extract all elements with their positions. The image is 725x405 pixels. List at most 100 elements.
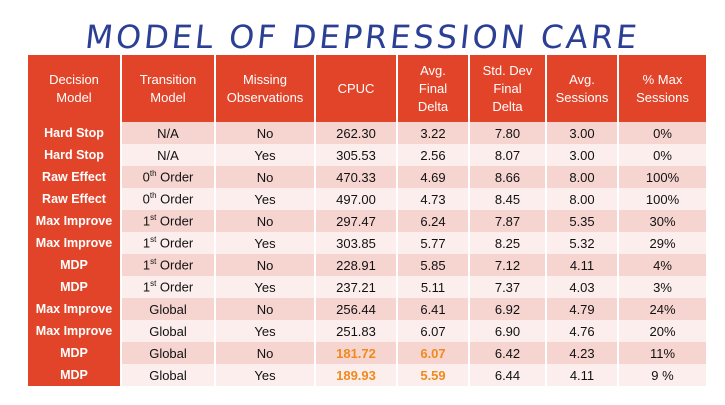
cell-cpuc: 256.44 — [316, 298, 396, 320]
cell-transition-model: 0th Order — [122, 166, 214, 188]
cell-avg-sessions: 4.03 — [547, 276, 617, 298]
cell-avg-sessions: 4.11 — [547, 364, 617, 386]
cell-std-dev-final-delta: 8.45 — [470, 188, 545, 210]
cell-avg-sessions: 8.00 — [547, 166, 617, 188]
cell-avg-final-delta: 4.73 — [398, 188, 468, 210]
cell-avg-final-delta: 5.85 — [398, 254, 468, 276]
cell-cpuc: 181.72 — [316, 342, 396, 364]
cell-pct-max-sessions: 4% — [619, 254, 706, 276]
table-row: Max Improve Global Yes 251.83 6.07 6.90 4.76 20… — [28, 320, 706, 342]
cell-avg-sessions: 4.79 — [547, 298, 617, 320]
cell-missing-observations: No — [216, 166, 314, 188]
cell-decision-model: Max Improve — [28, 320, 120, 342]
cell-avg-final-delta: 4.69 — [398, 166, 468, 188]
cell-pct-max-sessions: 0% — [619, 122, 706, 144]
cell-std-dev-final-delta: 6.42 — [470, 342, 545, 364]
cell-std-dev-final-delta: 6.44 — [470, 364, 545, 386]
table-row: Raw Effect 0th Order Yes 497.00 4.73 8.45 8.00… — [28, 188, 706, 210]
col-header-std-dev-final-delta: Std. Dev Final Delta — [470, 55, 545, 122]
cell-decision-model: MDP — [28, 254, 120, 276]
cell-pct-max-sessions: 29% — [619, 232, 706, 254]
table-row: Raw Effect 0th Order No 470.33 4.69 8.66 8.00 1… — [28, 166, 706, 188]
col-header-pct-max-sessions: % Max Sessions — [619, 55, 706, 122]
cell-pct-max-sessions: 100% — [619, 166, 706, 188]
cell-pct-max-sessions: 9 % — [619, 364, 706, 386]
cell-missing-observations: Yes — [216, 364, 314, 386]
cell-decision-model: Max Improve — [28, 210, 120, 232]
cell-std-dev-final-delta: 8.25 — [470, 232, 545, 254]
table-row: Hard Stop N/A Yes 305.53 2.56 8.07 3.00 0% — [28, 144, 706, 166]
cell-pct-max-sessions: 20% — [619, 320, 706, 342]
cell-missing-observations: No — [216, 210, 314, 232]
cell-avg-final-delta: 6.07 — [398, 342, 468, 364]
col-header-avg-sessions: Avg. Sessions — [547, 55, 617, 122]
cell-decision-model: Raw Effect — [28, 166, 120, 188]
col-header-decision-model: Decision Model — [28, 55, 120, 122]
cell-std-dev-final-delta: 7.80 — [470, 122, 545, 144]
cell-missing-observations: No — [216, 254, 314, 276]
cell-avg-final-delta: 2.56 — [398, 144, 468, 166]
cell-std-dev-final-delta: 6.92 — [470, 298, 545, 320]
cell-decision-model: Hard Stop — [28, 122, 120, 144]
cell-transition-model: 0th Order — [122, 188, 214, 210]
cell-pct-max-sessions: 0% — [619, 144, 706, 166]
cell-transition-model: 1st Order — [122, 276, 214, 298]
cell-pct-max-sessions: 30% — [619, 210, 706, 232]
header-row: Decision Model Transition Model Missing Obs… — [28, 55, 706, 122]
cell-avg-final-delta: 6.24 — [398, 210, 468, 232]
cell-decision-model: MDP — [28, 364, 120, 386]
cell-missing-observations: Yes — [216, 232, 314, 254]
results-table: Decision Model Transition Model Missing Obs… — [26, 55, 708, 386]
cell-transition-model: 1st Order — [122, 254, 214, 276]
col-header-avg-final-delta: Avg. Final Delta — [398, 55, 468, 122]
cell-cpuc: 262.30 — [316, 122, 396, 144]
cell-std-dev-final-delta: 8.66 — [470, 166, 545, 188]
table-row: Hard Stop N/A No 262.30 3.22 7.80 3.00 0% — [28, 122, 706, 144]
cell-avg-sessions: 5.35 — [547, 210, 617, 232]
cell-transition-model: Global — [122, 298, 214, 320]
cell-transition-model: N/A — [122, 144, 214, 166]
cell-std-dev-final-delta: 7.87 — [470, 210, 545, 232]
cell-cpuc: 297.47 — [316, 210, 396, 232]
cell-transition-model: 1st Order — [122, 210, 214, 232]
cell-decision-model: MDP — [28, 276, 120, 298]
cell-missing-observations: Yes — [216, 188, 314, 210]
cell-avg-final-delta: 3.22 — [398, 122, 468, 144]
cell-avg-final-delta: 6.07 — [398, 320, 468, 342]
table-row: Max Improve 1st Order Yes 303.85 5.77 8.25 5.3… — [28, 232, 706, 254]
cell-avg-sessions: 3.00 — [547, 122, 617, 144]
cell-std-dev-final-delta: 8.07 — [470, 144, 545, 166]
table-row: MDP 1st Order Yes 237.21 5.11 7.37 4.03 3% — [28, 276, 706, 298]
cell-avg-final-delta: 5.11 — [398, 276, 468, 298]
cell-cpuc: 470.33 — [316, 166, 396, 188]
cell-std-dev-final-delta: 7.12 — [470, 254, 545, 276]
page-title: MODEL OF DEPRESSION CARE — [83, 18, 642, 56]
table-row: Max Improve 1st Order No 297.47 6.24 7.87 5.35… — [28, 210, 706, 232]
cell-missing-observations: No — [216, 298, 314, 320]
cell-std-dev-final-delta: 6.90 — [470, 320, 545, 342]
cell-std-dev-final-delta: 7.37 — [470, 276, 545, 298]
cell-avg-sessions: 4.76 — [547, 320, 617, 342]
cell-avg-sessions: 5.32 — [547, 232, 617, 254]
cell-decision-model: Max Improve — [28, 232, 120, 254]
cell-decision-model: Raw Effect — [28, 188, 120, 210]
cell-pct-max-sessions: 24% — [619, 298, 706, 320]
col-header-transition-model: Transition Model — [122, 55, 214, 122]
cell-missing-observations: Yes — [216, 144, 314, 166]
cell-decision-model: Max Improve — [28, 298, 120, 320]
cell-cpuc: 237.21 — [316, 276, 396, 298]
cell-cpuc: 305.53 — [316, 144, 396, 166]
cell-pct-max-sessions: 100% — [619, 188, 706, 210]
cell-transition-model: 1st Order — [122, 232, 214, 254]
cell-avg-sessions: 4.23 — [547, 342, 617, 364]
cell-cpuc: 189.93 — [316, 364, 396, 386]
cell-missing-observations: No — [216, 122, 314, 144]
table-row: MDP 1st Order No 228.91 5.85 7.12 4.11 4% — [28, 254, 706, 276]
cell-avg-sessions: 8.00 — [547, 188, 617, 210]
cell-avg-final-delta: 5.59 — [398, 364, 468, 386]
cell-transition-model: Global — [122, 342, 214, 364]
cell-decision-model: MDP — [28, 342, 120, 364]
cell-cpuc: 251.83 — [316, 320, 396, 342]
cell-avg-final-delta: 6.41 — [398, 298, 468, 320]
cell-avg-sessions: 3.00 — [547, 144, 617, 166]
